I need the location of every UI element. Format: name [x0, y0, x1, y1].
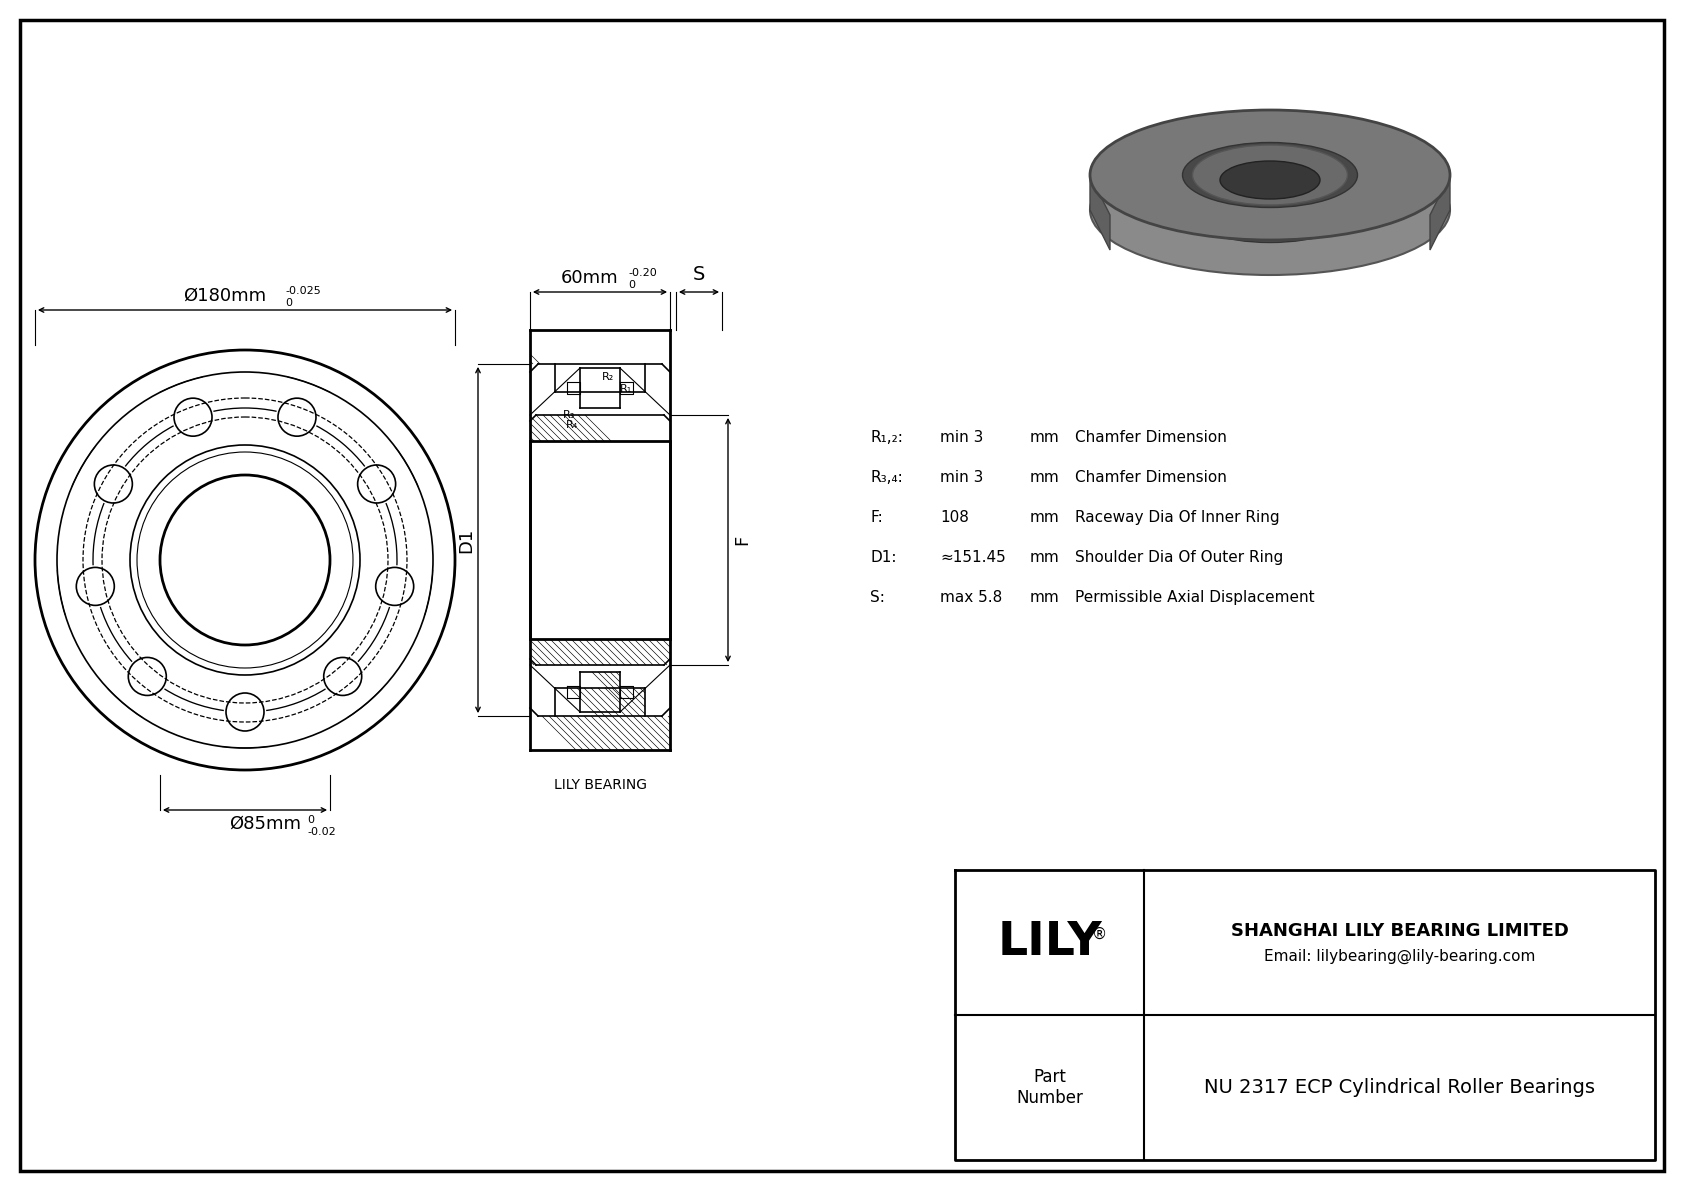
- Text: mm: mm: [1031, 590, 1059, 605]
- Text: 60mm: 60mm: [561, 269, 618, 287]
- Text: ≈151.45: ≈151.45: [940, 550, 1005, 565]
- Text: 108: 108: [940, 510, 968, 525]
- Text: -0.02: -0.02: [306, 827, 335, 837]
- Text: Permissible Axial Displacement: Permissible Axial Displacement: [1074, 590, 1315, 605]
- Text: R₃: R₃: [562, 410, 574, 420]
- Ellipse shape: [1219, 161, 1320, 199]
- Text: D1: D1: [456, 528, 475, 553]
- Text: R₁,₂:: R₁,₂:: [871, 430, 903, 445]
- Text: 0: 0: [628, 280, 635, 289]
- Text: Shoulder Dia Of Outer Ring: Shoulder Dia Of Outer Ring: [1074, 550, 1283, 565]
- Text: R₃,₄:: R₃,₄:: [871, 470, 903, 485]
- Text: mm: mm: [1031, 510, 1059, 525]
- Text: F:: F:: [871, 510, 882, 525]
- Text: S:: S:: [871, 590, 884, 605]
- Text: F: F: [733, 535, 751, 545]
- Ellipse shape: [1182, 143, 1357, 207]
- Text: mm: mm: [1031, 550, 1059, 565]
- Text: Chamfer Dimension: Chamfer Dimension: [1074, 470, 1228, 485]
- Ellipse shape: [1090, 145, 1450, 275]
- Ellipse shape: [1192, 145, 1347, 205]
- Text: mm: mm: [1031, 430, 1059, 445]
- Text: 0: 0: [306, 815, 313, 825]
- Text: LILY BEARING: LILY BEARING: [554, 778, 647, 792]
- Text: Email: lilybearing@lily-bearing.com: Email: lilybearing@lily-bearing.com: [1263, 949, 1536, 964]
- Text: max 5.8: max 5.8: [940, 590, 1002, 605]
- Text: 0: 0: [285, 298, 291, 308]
- Ellipse shape: [1219, 155, 1320, 195]
- Text: SHANGHAI LILY BEARING LIMITED: SHANGHAI LILY BEARING LIMITED: [1231, 922, 1568, 940]
- Ellipse shape: [1182, 177, 1357, 243]
- Text: R₂: R₂: [601, 372, 615, 382]
- Polygon shape: [1430, 175, 1450, 250]
- Text: mm: mm: [1031, 470, 1059, 485]
- Text: LILY: LILY: [997, 919, 1101, 965]
- Text: Ø85mm: Ø85mm: [229, 815, 301, 833]
- Ellipse shape: [1090, 110, 1450, 241]
- Text: S: S: [692, 266, 706, 283]
- Text: -0.20: -0.20: [628, 268, 657, 278]
- Text: ®: ®: [1091, 927, 1106, 942]
- Polygon shape: [1090, 175, 1110, 250]
- Text: Chamfer Dimension: Chamfer Dimension: [1074, 430, 1228, 445]
- Text: NU 2317 ECP Cylindrical Roller Bearings: NU 2317 ECP Cylindrical Roller Bearings: [1204, 1078, 1595, 1097]
- Text: Ø180mm: Ø180mm: [184, 287, 266, 305]
- Text: min 3: min 3: [940, 470, 983, 485]
- Text: -0.025: -0.025: [285, 286, 320, 297]
- Text: D1:: D1:: [871, 550, 896, 565]
- Text: Part
Number: Part Number: [1015, 1068, 1083, 1106]
- Text: min 3: min 3: [940, 430, 983, 445]
- Text: R₁: R₁: [620, 384, 632, 394]
- Text: Raceway Dia Of Inner Ring: Raceway Dia Of Inner Ring: [1074, 510, 1280, 525]
- Text: R₄: R₄: [566, 420, 578, 430]
